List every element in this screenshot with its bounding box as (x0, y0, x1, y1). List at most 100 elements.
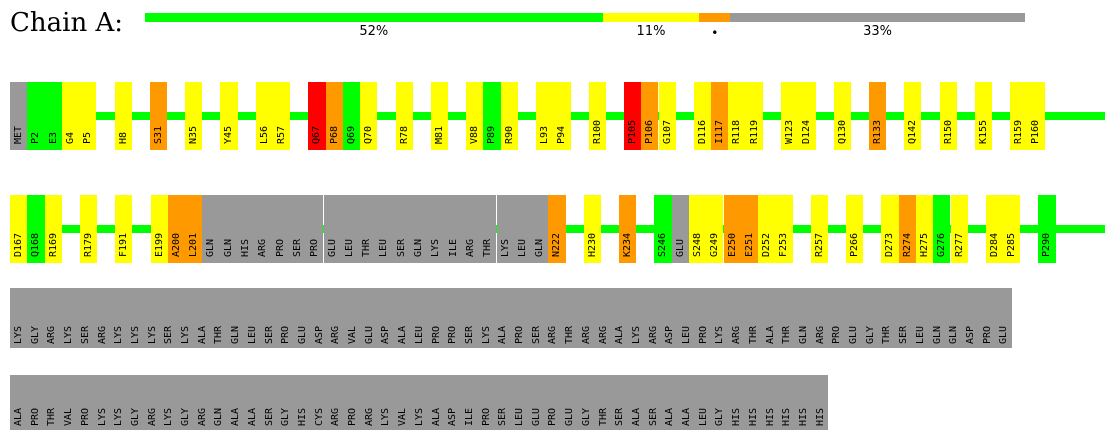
residue-pro: PRO (480, 407, 492, 426)
residue-lys: LYS (113, 325, 125, 344)
residue-pro: PRO (981, 325, 993, 344)
residue-s246: S246 (654, 195, 672, 263)
residue-gln: GLN (797, 325, 809, 344)
residue-pro: PRO (79, 407, 91, 426)
residue-thr: THR (213, 325, 225, 344)
summary-bar-segment-grey (730, 13, 1025, 22)
residue-r119: R119 (745, 82, 763, 150)
residue-l56: L56 (255, 82, 273, 150)
residue-lys: LYS (129, 325, 141, 344)
unmodelled-residue-block (10, 288, 1012, 348)
residue-lys: LYS (630, 325, 642, 344)
residue-ile: ILE (463, 407, 475, 426)
summary-bar-segment-green (145, 13, 603, 22)
residue-leu: LEU (514, 407, 525, 426)
residue-p5: P5 (79, 82, 97, 150)
residue-pro: PRO (430, 325, 442, 344)
residue-l93: L93 (536, 82, 554, 150)
residue-r277: R277 (950, 195, 968, 263)
residue-lys: LYS (146, 325, 158, 344)
residue-pro: PRO (280, 325, 292, 344)
residue-ser: SER (647, 407, 659, 426)
summary-bar-label: 11% (636, 24, 666, 39)
residue-gln: GLN (219, 195, 237, 263)
residue-lys: LYS (380, 407, 392, 426)
residue-q69: Q69 (342, 82, 361, 150)
residue-pro: PRO (271, 195, 289, 263)
residue-arg: ARG (146, 407, 158, 426)
residue-pro: PRO (514, 325, 525, 344)
residue-gly: GLY (580, 407, 592, 426)
residue-thr: THR (597, 407, 609, 426)
residue-asp: ASP (664, 325, 676, 344)
residue-y45: Y45 (220, 82, 238, 150)
residue-ser: SER (288, 195, 307, 263)
residue-thr: THR (358, 195, 376, 263)
residue-his: HIS (747, 407, 759, 426)
residue-gly: GLY (29, 325, 41, 344)
residue-k155: K155 (974, 82, 993, 150)
residue-glu: GLU (671, 195, 689, 263)
residue-gln: GLN (202, 195, 220, 263)
residue-arg: ARG (580, 325, 592, 344)
residue-asp: ASP (447, 407, 459, 426)
residue-arg: ARG (363, 407, 375, 426)
residue-leu: LEU (413, 325, 425, 344)
residue-gln: GLN (531, 195, 549, 263)
residue-glu: GLU (363, 325, 375, 344)
residue-ser: SER (898, 325, 910, 344)
residue-r78: R78 (395, 82, 413, 150)
residue-d116: D116 (693, 82, 712, 150)
residue-leu: LEU (513, 195, 532, 263)
residue-his: HIS (731, 407, 743, 426)
residue-arg: ARG (330, 407, 342, 426)
residue-lys: LYS (13, 325, 24, 344)
residue-ser: SER (263, 325, 275, 344)
residue-arg: ARG (46, 325, 58, 344)
residue-ser: SER (463, 325, 475, 344)
residue-ser: SER (614, 407, 626, 426)
residue-p105: P105 (623, 82, 642, 150)
residue-ser: SER (497, 407, 509, 426)
residue-g107: G107 (658, 82, 676, 150)
residue-gln: GLN (230, 325, 242, 344)
residue-asp: ASP (964, 325, 976, 344)
residue-asp: ASP (380, 325, 392, 344)
residue-ser: SER (263, 407, 275, 426)
residue-arg: ARG (330, 325, 342, 344)
residue-ser: SER (530, 325, 542, 344)
residue-m81: M81 (430, 82, 449, 150)
summary-bar-label: • (711, 26, 719, 40)
residue-r90: R90 (500, 82, 518, 150)
residue-ala: ALA (497, 325, 509, 344)
residue-w123: W123 (781, 82, 799, 150)
residue-lys: LYS (413, 407, 425, 426)
residue-thr: THR (881, 325, 893, 344)
residue-pro: PRO (447, 325, 459, 344)
residue-d284: D284 (985, 195, 1004, 263)
residue-lys: LYS (180, 325, 191, 344)
residue-f253: F253 (775, 195, 793, 263)
residue-lys: LYS (480, 325, 492, 344)
residue-val: VAL (347, 325, 358, 344)
residue-p266: P266 (846, 195, 864, 263)
residue-arg: ARG (461, 195, 480, 263)
residue-glu: GLU (848, 325, 859, 344)
residue-k234: K234 (619, 195, 637, 263)
residue-n222: N222 (548, 195, 566, 263)
residue-glu: GLU (530, 407, 542, 426)
residue-r169: R169 (44, 195, 62, 263)
residue-r57: R57 (273, 82, 291, 150)
residue-e251: E251 (740, 195, 759, 263)
residue-q130: Q130 (833, 82, 851, 150)
residue-gln: GLN (213, 407, 225, 426)
residue-e199: E199 (150, 195, 168, 263)
residue-ser: SER (79, 325, 91, 344)
residue-his: HIS (764, 407, 776, 426)
residue-lys: LYS (96, 407, 108, 426)
residue-his: HIS (237, 195, 255, 263)
residue-leu: LEU (340, 195, 359, 263)
residue-a200: A200 (167, 195, 186, 263)
residue-r179: R179 (79, 195, 98, 263)
residue-thr: THR (46, 407, 58, 426)
